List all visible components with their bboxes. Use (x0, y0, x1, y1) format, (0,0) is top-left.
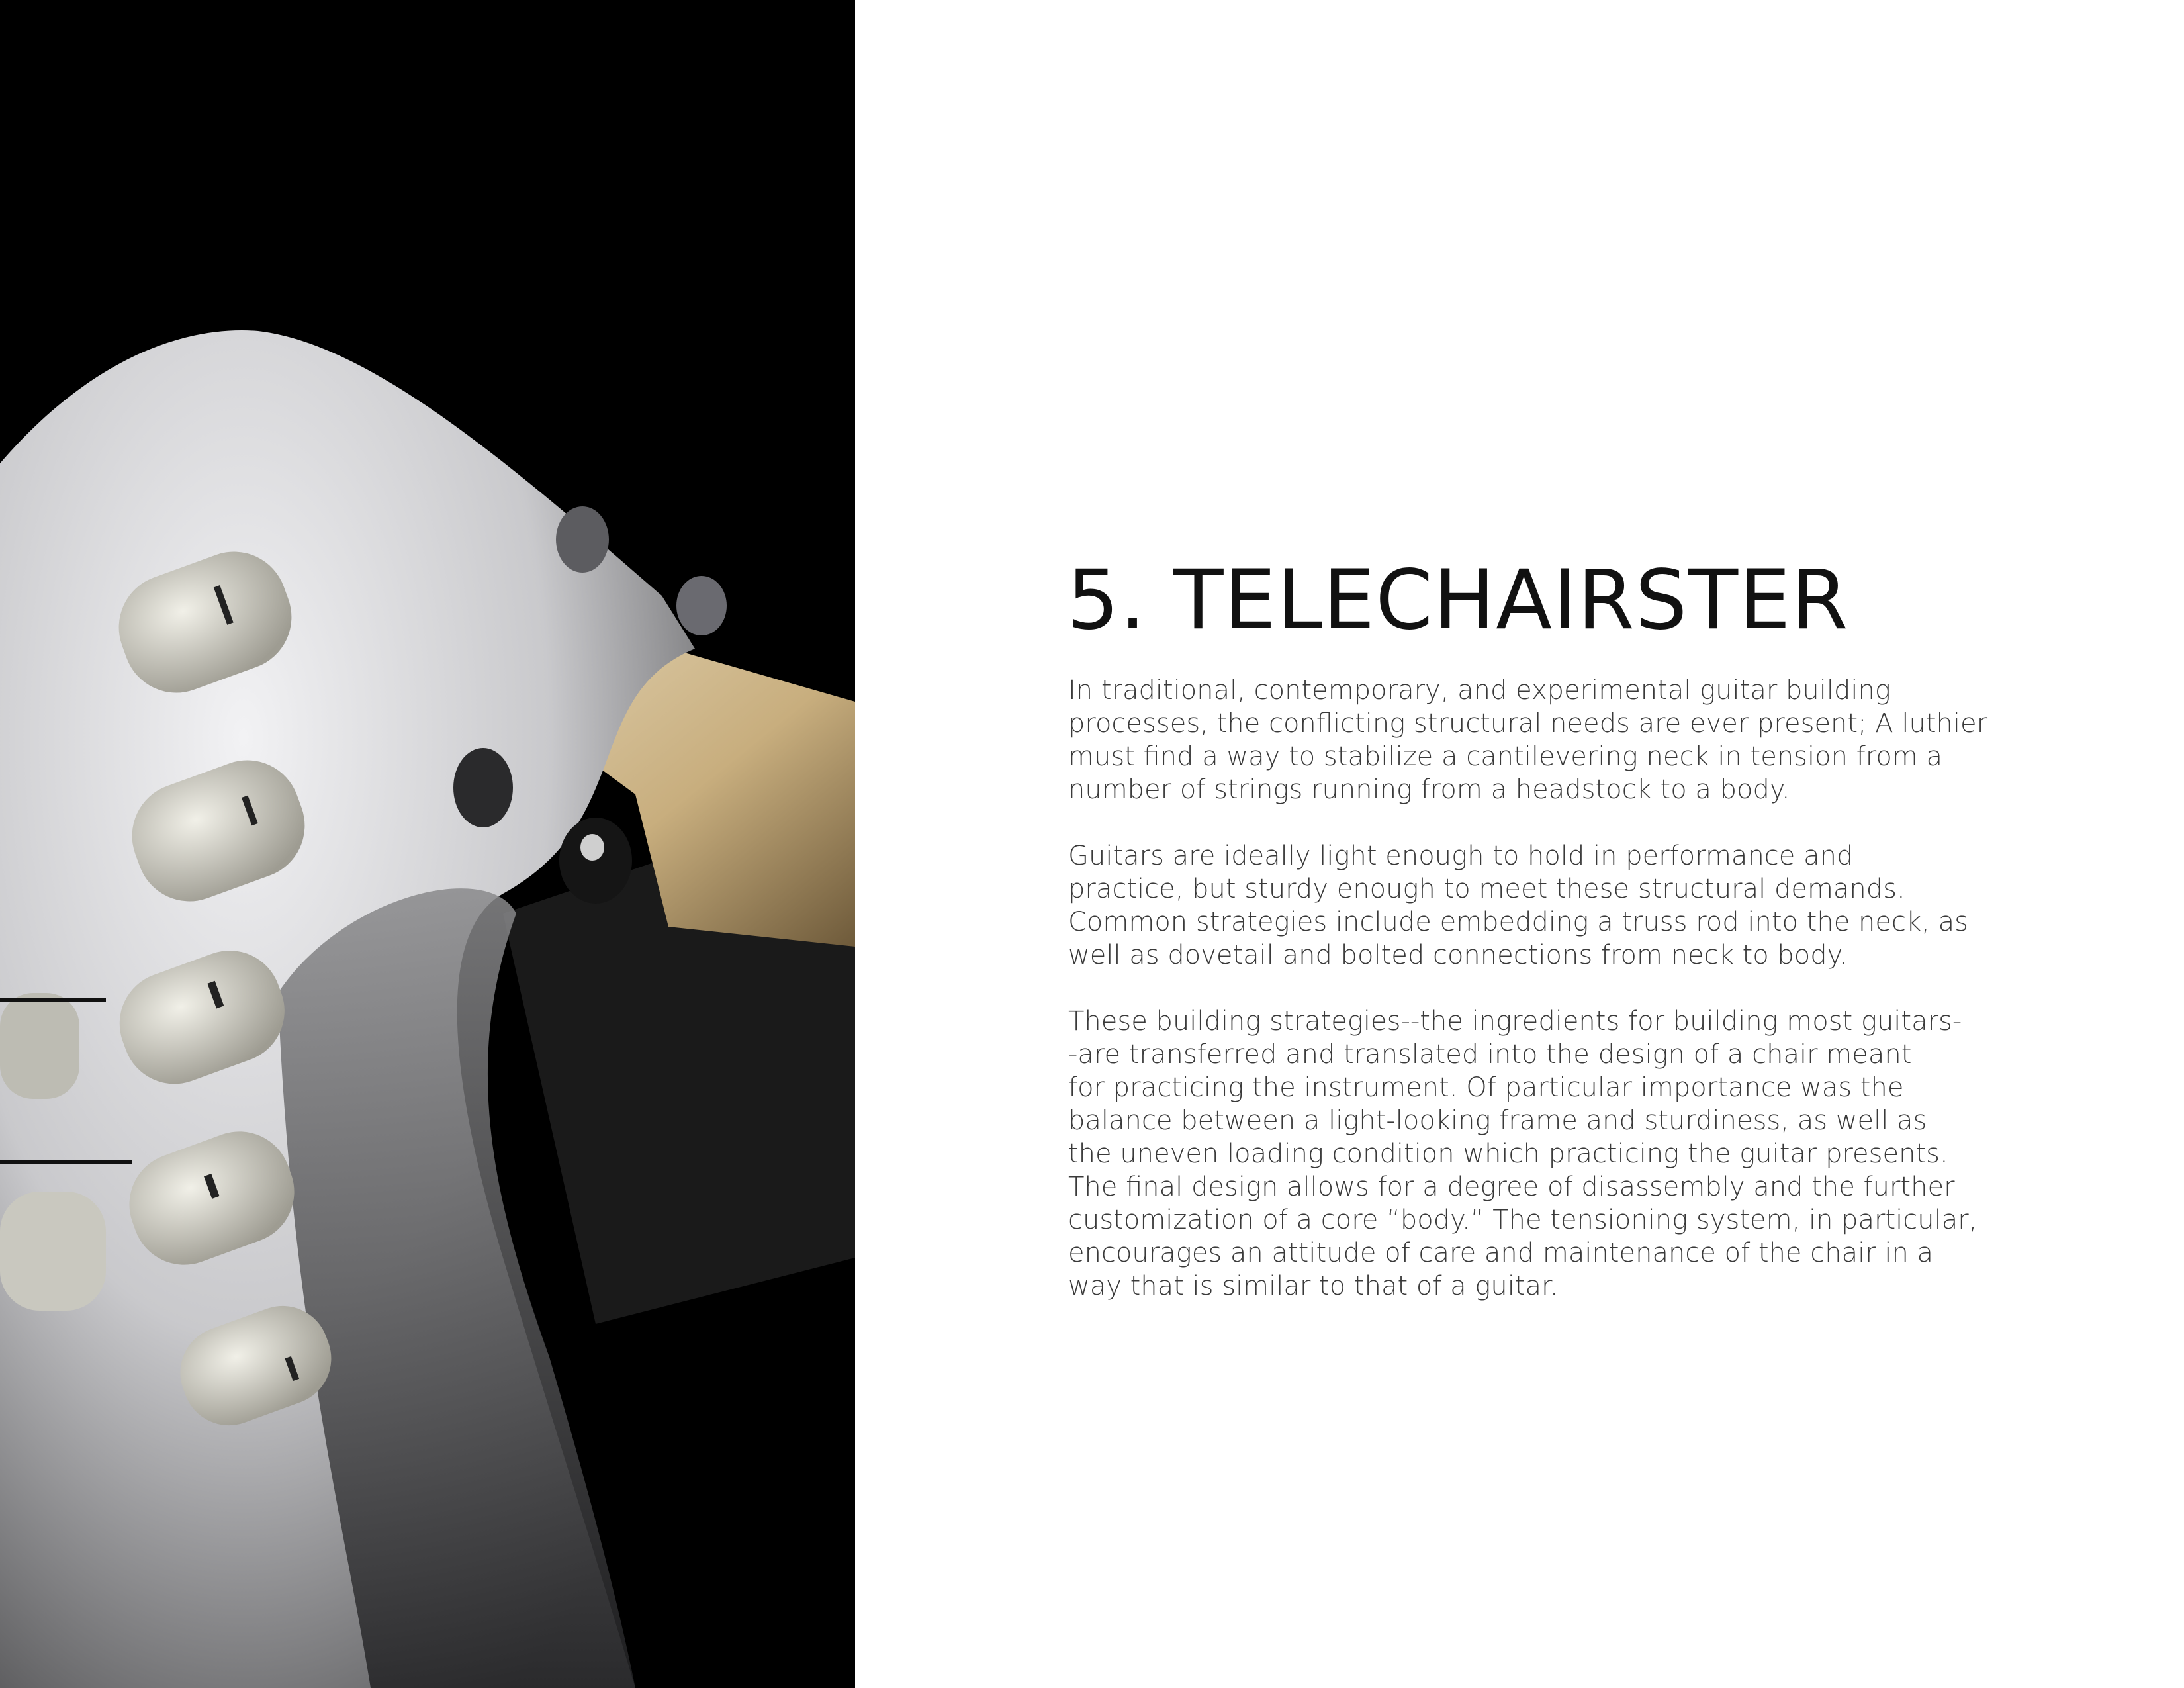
paragraph-line: The final design allows for a degree of … (1068, 1172, 1955, 1202)
paragraph: These building strategies--the ingredien… (1068, 1005, 2048, 1303)
paragraph-line: Guitars are ideally light enough to hold… (1068, 841, 1854, 871)
string-hole (453, 748, 513, 827)
paragraph-line: the uneven loading condition which pract… (1068, 1139, 1948, 1169)
paragraph-line: processes, the conflicting structural ne… (1068, 708, 1988, 739)
paragraph-line: encourages an attitude of care and maint… (1068, 1238, 1934, 1268)
paragraph-spacer (1068, 972, 2048, 1005)
strings (0, 998, 132, 1164)
truss-rod-knob (559, 818, 632, 904)
photo-panel (0, 0, 855, 1688)
paragraph-line: well as dovetail and bolted connections … (1068, 940, 1848, 970)
paragraph-line: -are transferred and translated into the… (1068, 1039, 1912, 1070)
paragraph-line: for practicing the instrument. Of partic… (1068, 1072, 1904, 1103)
paragraph-line: In traditional, contemporary, and experi… (1068, 675, 1891, 706)
paragraph: In traditional, contemporary, and experi… (1068, 674, 2048, 806)
headstock-shadow (278, 888, 635, 1688)
paragraph-line: must find a way to stabilize a cantileve… (1068, 741, 1942, 772)
guitar-headstock-photo (0, 0, 855, 1688)
paragraph-line: number of strings running from a headsto… (1068, 774, 1790, 805)
paragraph: Guitars are ideally light enough to hold… (1068, 839, 2048, 972)
string-hole (676, 576, 727, 635)
paragraph-line: practice, but sturdy enough to meet thes… (1068, 874, 1905, 904)
text-panel: 5. TELECHAIRSTER In traditional, contemp… (855, 0, 2184, 1688)
paragraph-line: balance between a light-looking frame an… (1068, 1105, 1927, 1136)
page-title: 5. TELECHAIRSTER (1067, 553, 1849, 648)
tuner-pegs (0, 551, 332, 1426)
paragraph-line: Common strategies include embedding a tr… (1068, 907, 1968, 937)
body-text: In traditional, contemporary, and experi… (1068, 674, 2048, 1303)
paragraph-line: customization of a core “body.” The tens… (1068, 1205, 1978, 1235)
paragraph-spacer (1068, 806, 2048, 839)
paragraph-line: way that is similar to that of a guitar. (1068, 1271, 1559, 1301)
string-hole (556, 506, 609, 573)
paragraph-line: These building strategies--the ingredien… (1068, 1006, 1962, 1037)
